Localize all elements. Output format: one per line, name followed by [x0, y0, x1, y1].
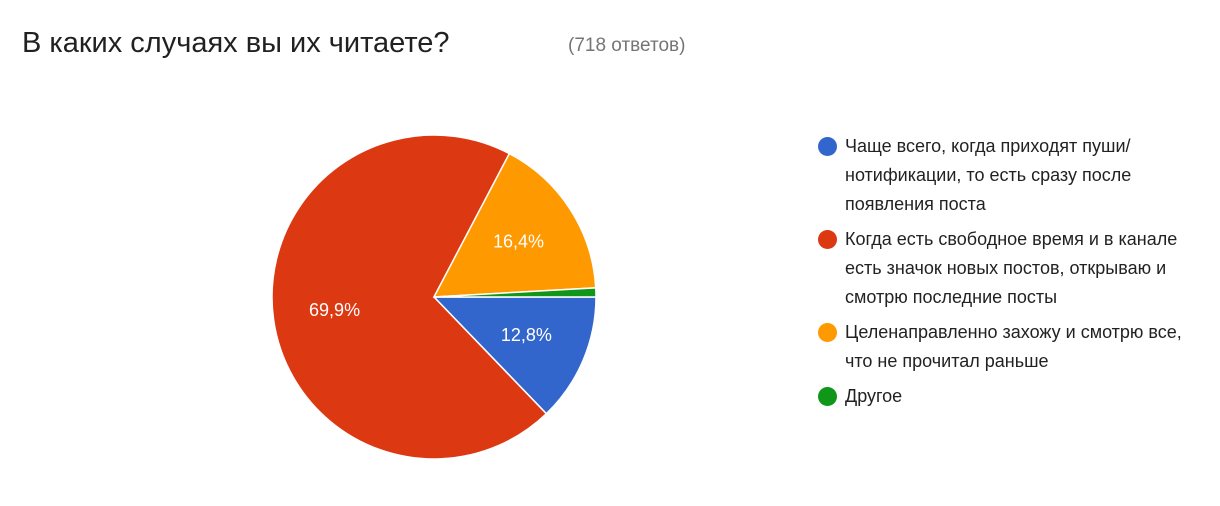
data-label: 16,4%: [493, 231, 544, 251]
legend-label: Когда есть свободное время и в канале ес…: [845, 229, 1178, 307]
pie-slice: [433, 287, 597, 298]
pie-slice: [432, 152, 597, 298]
legend-item: Другое: [818, 382, 1208, 411]
legend-swatch: [818, 230, 837, 249]
legend-label: Чаще всего, когда приходят пуши/ нотифик…: [845, 136, 1132, 214]
chart-subtitle: (718 ответов): [568, 35, 685, 56]
pie-slice: [271, 134, 548, 460]
pie-slice: [432, 296, 597, 415]
legend-label: Другое: [845, 386, 903, 406]
data-label: 12,8%: [501, 325, 552, 345]
legend-swatch: [818, 387, 837, 406]
legend-item: Когда есть свободное время и в канале ес…: [818, 225, 1208, 312]
legend-item: Чаще всего, когда приходят пуши/ нотифик…: [818, 132, 1208, 219]
legend-swatch: [818, 137, 837, 156]
legend-label: Целенаправленно захожу и смотрю все, что…: [845, 322, 1182, 371]
legend: Чаще всего, когда приходят пуши/ нотифик…: [818, 132, 1208, 417]
chart-title: В каких случаях вы их читаете?: [22, 27, 450, 59]
legend-item: Целенаправленно захожу и смотрю все, что…: [818, 318, 1208, 376]
legend-swatch: [818, 323, 837, 342]
data-label: 69,9%: [309, 300, 360, 320]
